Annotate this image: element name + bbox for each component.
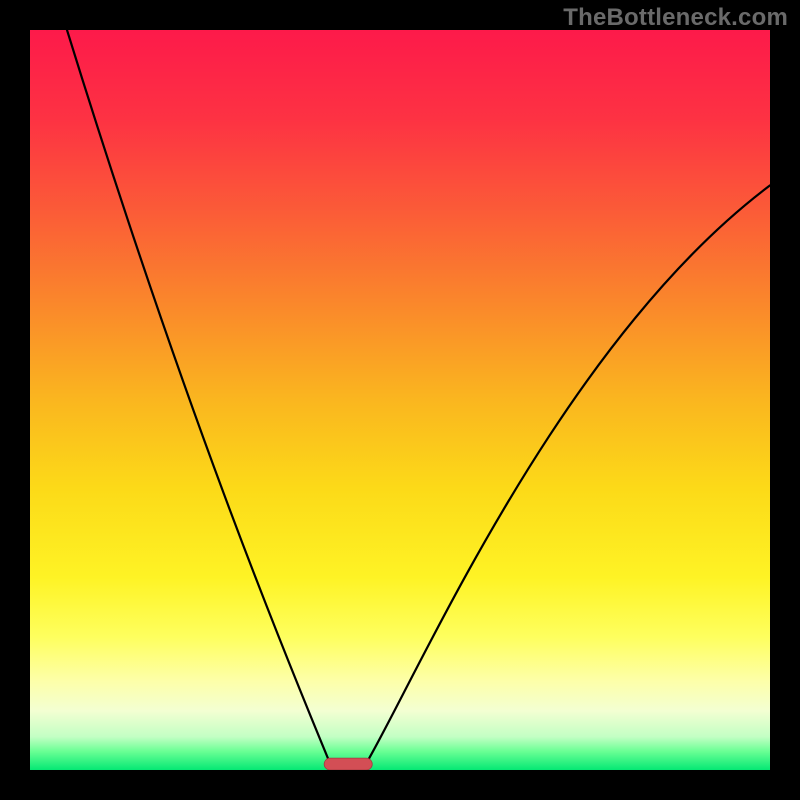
chart-container: TheBottleneck.com — [0, 0, 800, 800]
watermark-text: TheBottleneck.com — [563, 4, 788, 32]
optimal-marker — [324, 758, 372, 770]
chart-background — [30, 30, 770, 770]
bottleneck-chart — [30, 30, 770, 770]
